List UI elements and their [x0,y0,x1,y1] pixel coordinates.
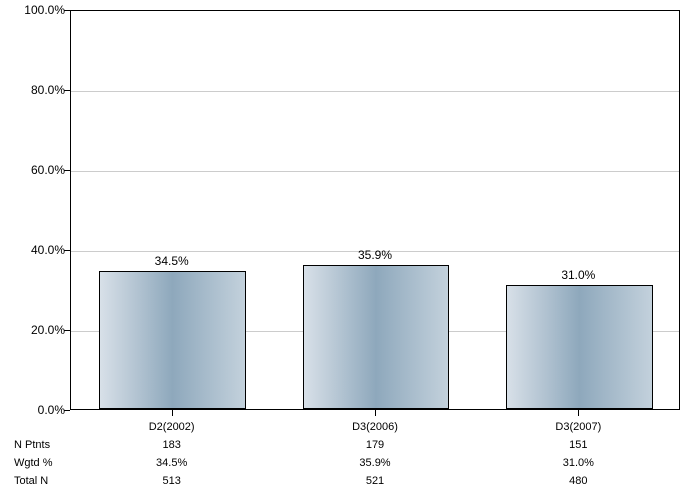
x-tick-mark [578,410,579,416]
y-tick-mark [64,90,70,91]
table-row-label: Wgtd % [0,457,70,469]
bar [303,265,449,409]
data-table: D2(2002) D3(2006) D3(2007) N Ptnts 183 179 151… [0,418,700,490]
y-tick-mark [64,250,70,251]
table-cell: 35.9% [359,457,390,469]
table-row: Total N 513 521 480 [0,472,700,490]
bar [506,285,652,409]
gridline [71,171,679,172]
table-cell: 521 [366,475,384,487]
table-cell: D3(2007) [555,421,601,433]
table-cell: 179 [366,439,384,451]
table-cell: 151 [569,439,587,451]
y-tick-mark [64,10,70,11]
table-cell: D2(2002) [149,421,195,433]
y-axis-label: 80.0% [5,83,65,97]
x-tick-mark [375,410,376,416]
chart-plot-area [70,10,680,410]
bar-value-label: 35.9% [358,248,392,262]
table-cell: 183 [162,439,180,451]
table-cell: 513 [162,475,180,487]
table-cell: 480 [569,475,587,487]
table-cell: D3(2006) [352,421,398,433]
table-row: Wgtd % 34.5% 35.9% 31.0% [0,454,700,472]
bar-value-label: 31.0% [561,268,595,282]
gridline [71,91,679,92]
y-tick-mark [64,410,70,411]
table-row: N Ptnts 183 179 151 [0,436,700,454]
table-row-label: Total N [0,475,70,487]
y-tick-mark [64,170,70,171]
x-tick-mark [172,410,173,416]
table-cell: 34.5% [156,457,187,469]
table-row-label: N Ptnts [0,439,70,451]
y-axis-label: 40.0% [5,243,65,257]
y-axis-label: 60.0% [5,163,65,177]
bar [99,271,245,409]
table-row: D2(2002) D3(2006) D3(2007) [0,418,700,436]
y-axis-label: 20.0% [5,323,65,337]
y-tick-mark [64,330,70,331]
bar-value-label: 34.5% [155,254,189,268]
y-axis-label: 100.0% [5,3,65,17]
table-cell: 31.0% [563,457,594,469]
y-axis-label: 0.0% [5,403,65,417]
